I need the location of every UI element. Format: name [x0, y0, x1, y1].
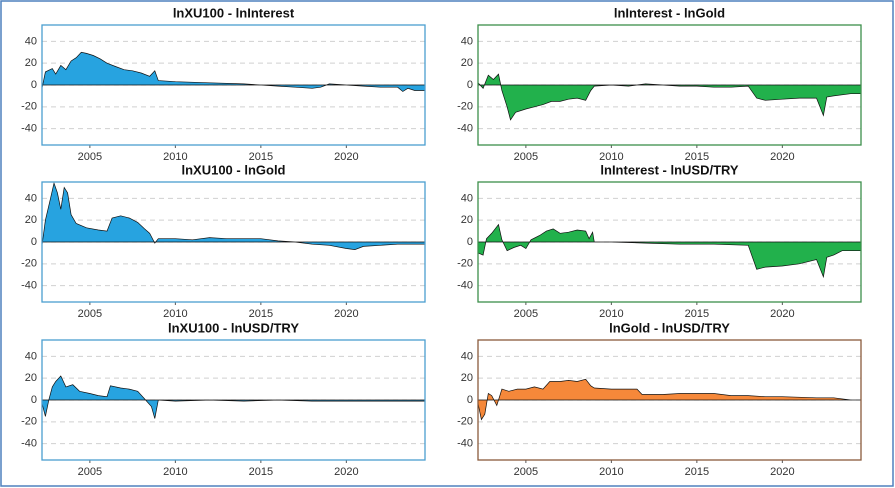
x-tick-label: 2005 — [78, 308, 102, 320]
chart-title: lnXU100 - lnGold — [181, 162, 285, 177]
y-tick-label: 0 — [31, 79, 37, 91]
x-tick-label: 2010 — [599, 151, 623, 163]
plot-frame — [477, 339, 862, 461]
area — [477, 378, 861, 421]
x-tick-label: 2020 — [334, 308, 358, 320]
y-tick-label: 40 — [461, 35, 473, 47]
x-tick-label: 2020 — [334, 151, 358, 163]
x-tick-label: 2010 — [163, 466, 187, 478]
y-tick-label: 20 — [25, 214, 37, 226]
x-tick-label: 2015 — [249, 151, 273, 163]
y-tick-label: 20 — [461, 214, 473, 226]
y-tick-label: -20 — [21, 101, 37, 113]
area — [41, 375, 426, 419]
y-tick-label: -20 — [21, 258, 37, 270]
x-tick-label: 2015 — [249, 466, 273, 478]
y-tick-label: -40 — [457, 438, 473, 450]
y-tick-label: -20 — [21, 416, 37, 428]
y-tick-label: -40 — [457, 280, 473, 292]
x-tick-label: 2015 — [249, 308, 273, 320]
y-tick-label: 40 — [25, 35, 37, 47]
plot-frame — [41, 24, 426, 146]
chart-title: lnXU100 - lnInterest — [173, 5, 295, 20]
x-tick-label: 2020 — [770, 308, 794, 320]
y-tick-label: -20 — [457, 258, 473, 270]
x-tick-label: 2020 — [770, 151, 794, 163]
x-tick-label: 2020 — [770, 466, 794, 478]
x-tick-label: 2005 — [514, 308, 538, 320]
y-tick-label: 40 — [25, 350, 37, 362]
x-tick-label: 2020 — [334, 466, 358, 478]
plot-frame — [41, 181, 426, 303]
x-tick-label: 2005 — [78, 151, 102, 163]
y-tick-label: 0 — [31, 236, 37, 248]
y-tick-label: 0 — [467, 394, 473, 406]
chart-title: lnXU100 - lnUSD/TRY — [168, 320, 299, 335]
chart-title: lnInterest - lnUSD/TRY — [600, 162, 739, 177]
y-tick-label: 0 — [467, 236, 473, 248]
y-tick-label: -20 — [457, 101, 473, 113]
x-tick-label: 2010 — [163, 308, 187, 320]
chart-title: lnInterest - lnGold — [614, 5, 725, 20]
y-tick-label: 20 — [461, 57, 473, 69]
x-tick-label: 2015 — [685, 308, 709, 320]
y-tick-label: 20 — [461, 372, 473, 384]
y-tick-label: 40 — [461, 192, 473, 204]
x-tick-label: 2010 — [599, 466, 623, 478]
area — [41, 51, 426, 92]
y-tick-label: 0 — [467, 79, 473, 91]
area — [41, 181, 426, 250]
x-tick-label: 2015 — [685, 466, 709, 478]
plot-frame — [477, 24, 862, 146]
y-tick-label: -40 — [21, 123, 37, 135]
chart-title: lnGold - lnUSD/TRY — [609, 320, 730, 335]
x-tick-label: 2005 — [514, 151, 538, 163]
plot-frame — [41, 339, 426, 461]
y-tick-label: 20 — [25, 57, 37, 69]
area — [477, 223, 862, 279]
y-tick-label: -40 — [21, 280, 37, 292]
x-tick-label: 2005 — [78, 466, 102, 478]
y-tick-label: 40 — [25, 192, 37, 204]
x-tick-label: 2015 — [685, 151, 709, 163]
x-tick-label: 2010 — [163, 151, 187, 163]
y-tick-label: -40 — [457, 123, 473, 135]
y-tick-label: 0 — [31, 394, 37, 406]
y-tick-label: -40 — [21, 438, 37, 450]
y-tick-label: 40 — [461, 350, 473, 362]
y-tick-label: -20 — [457, 416, 473, 428]
y-tick-label: 20 — [25, 372, 37, 384]
plot-frame — [477, 181, 862, 303]
area — [477, 73, 862, 121]
x-tick-label: 2005 — [514, 466, 538, 478]
x-tick-label: 2010 — [599, 308, 623, 320]
